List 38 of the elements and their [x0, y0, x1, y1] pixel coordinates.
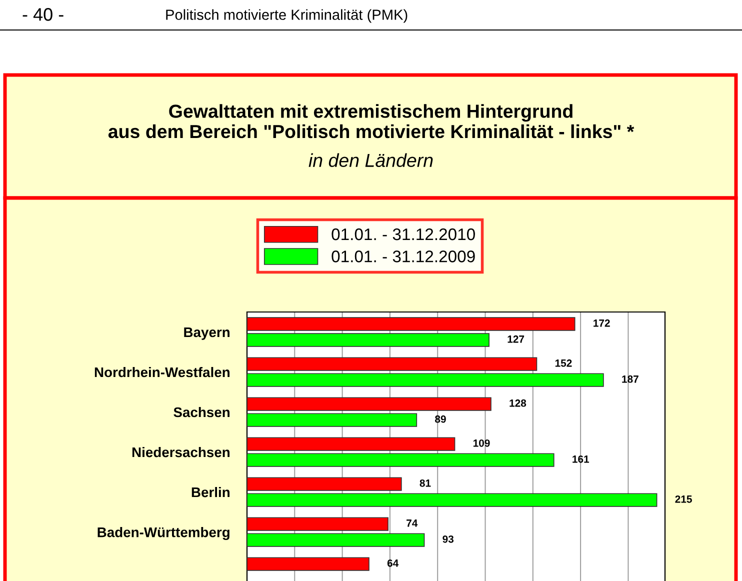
data-label: 128 [510, 399, 526, 407]
data-label: 172 [594, 319, 610, 327]
y-tick-label: Nordrhein-Westfalen [94, 366, 230, 378]
y-tick-label: Berlin [192, 486, 230, 498]
chart-title: Gewalttaten mit extremistischem Hintergrund aus dem Bereich "Politisch motivierte Kriminalität - links" * [108, 104, 634, 138]
bar [247, 557, 370, 571]
bar [247, 437, 456, 451]
data-label: 127 [508, 335, 524, 343]
y-tick-label: Niedersachsen [132, 446, 230, 458]
bar [247, 493, 658, 507]
bar [247, 477, 402, 491]
data-label: 93 [442, 535, 454, 543]
y-tick-label: Bayern [184, 327, 230, 340]
chart-subtitle: in den Ländern [308, 153, 433, 168]
bar [247, 317, 576, 331]
bar [247, 413, 418, 427]
bar [247, 517, 388, 531]
legend-label: 01.01. - 31.12.2009 [332, 250, 475, 262]
data-label: 64 [387, 559, 399, 567]
bar [247, 397, 492, 411]
bar [247, 533, 425, 547]
data-label: 152 [555, 359, 572, 367]
bar [247, 333, 490, 347]
data-label: 81 [420, 479, 431, 487]
data-label: 109 [473, 439, 490, 447]
text: Politisch motivierte Kriminalität (PMK) [166, 9, 408, 23]
y-tick-label: Sachsen [174, 406, 230, 418]
legend-label: 01.01. - 31.12.2010 [332, 228, 475, 240]
bar [247, 453, 554, 467]
bar [247, 373, 604, 387]
data-label: 187 [622, 375, 638, 383]
data-label: 215 [675, 495, 692, 503]
bar [247, 357, 538, 371]
data-label: 74 [406, 520, 418, 527]
y-tick-label: Baden-Württemberg [98, 527, 230, 540]
text: - 40 - [22, 8, 64, 21]
data-label: 89 [435, 415, 446, 423]
data-label: 161 [572, 455, 590, 463]
